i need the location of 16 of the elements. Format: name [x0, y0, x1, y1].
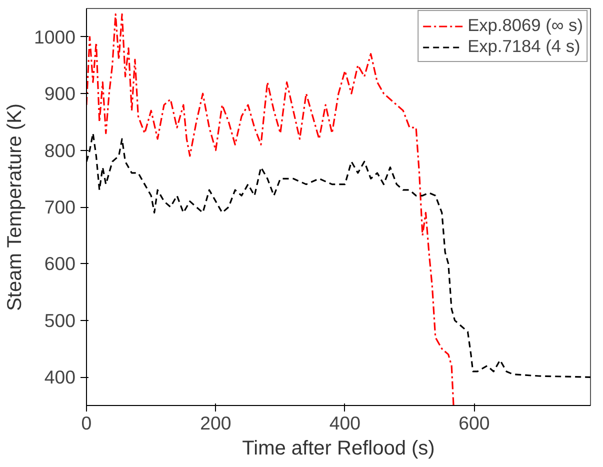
x-tick-label: 0 [81, 412, 92, 434]
line-series [86, 13, 454, 406]
legend-label: Exp.8069 (∞ s) [468, 15, 583, 36]
y-tick-label: 700 [44, 196, 76, 218]
legend-label: Exp.7184 (4 s) [468, 36, 580, 57]
y-tick-label: 500 [44, 310, 76, 331]
y-tick-label: 1000 [34, 26, 76, 48]
y-tick-label: 400 [44, 366, 76, 388]
y-axis-title: Steam Temperature (K) [4, 103, 26, 311]
x-axis-title: Time after Reflood (s) [242, 438, 435, 460]
x-tick-label: 600 [458, 412, 490, 434]
x-tick-label: 200 [200, 412, 232, 434]
x-tick-label: 400 [329, 412, 361, 434]
y-tick-label: 800 [44, 140, 76, 161]
y-tick-label: 900 [44, 83, 76, 104]
y-tick-label: 600 [44, 253, 76, 274]
